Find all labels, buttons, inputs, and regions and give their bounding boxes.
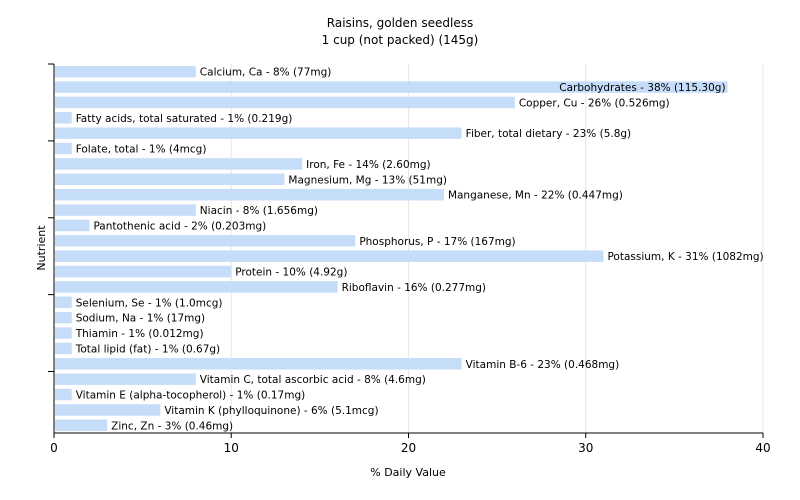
gridlines bbox=[230, 64, 764, 433]
bar bbox=[55, 188, 444, 201]
bar bbox=[55, 419, 108, 432]
y-axis-label: Nutrient bbox=[35, 225, 48, 271]
bar bbox=[55, 235, 356, 247]
bar-label: Selenium, Se - 1% (1.0mcg) bbox=[76, 297, 223, 309]
bar-label: Zinc, Zn - 3% (0.46mg) bbox=[111, 420, 233, 432]
bar bbox=[55, 373, 196, 385]
chart-title: Raisins, golden seedless bbox=[327, 16, 473, 30]
bar bbox=[55, 158, 303, 170]
bar bbox=[55, 65, 196, 78]
x-tick-label: 40 bbox=[755, 441, 770, 455]
axes: 0 10 20 30 40 bbox=[48, 63, 771, 455]
bar-label: Vitamin B-6 - 23% (0.468mg) bbox=[466, 359, 620, 371]
bars: Calcium, Ca - 8% (77mg) Carbohydrates - 3… bbox=[55, 65, 764, 432]
bar-label: Vitamin K (phylloquinone) - 6% (5.1mcg) bbox=[164, 405, 378, 417]
bar bbox=[55, 281, 338, 293]
bar-label: Iron, Fe - 14% (2.60mg) bbox=[306, 159, 430, 171]
bar-label: Thiamin - 1% (0.012mg) bbox=[75, 328, 204, 340]
bar-label: Carbohydrates - 38% (115.30g) bbox=[559, 82, 725, 94]
bar bbox=[55, 342, 72, 355]
bar-label: Copper, Cu - 26% (0.526mg) bbox=[519, 97, 670, 109]
bar-label: Sodium, Na - 1% (17mg) bbox=[76, 313, 205, 325]
bar bbox=[55, 127, 462, 139]
bar-label: Phosphorus, P - 17% (167mg) bbox=[359, 236, 515, 248]
bar bbox=[55, 265, 232, 278]
bar bbox=[55, 219, 90, 232]
bar bbox=[55, 296, 72, 309]
bar-label: Riboflavin - 16% (0.277mg) bbox=[342, 282, 486, 294]
bar-label: Fatty acids, total saturated - 1% (0.219… bbox=[76, 113, 293, 125]
bar bbox=[55, 96, 515, 109]
bar-label: Protein - 10% (4.92g) bbox=[235, 267, 347, 279]
bar-label: Calcium, Ca - 8% (77mg) bbox=[200, 67, 332, 79]
bar bbox=[55, 404, 161, 416]
bar-label: Folate, total - 1% (4mcg) bbox=[76, 144, 207, 156]
bar bbox=[55, 311, 72, 324]
bar bbox=[55, 358, 462, 370]
x-tick-label: 20 bbox=[401, 441, 416, 455]
x-tick-label: 30 bbox=[578, 441, 593, 455]
bar bbox=[55, 112, 72, 124]
bar bbox=[55, 327, 72, 339]
bar bbox=[55, 250, 604, 262]
bar-label: Pantothenic acid - 2% (0.203mg) bbox=[93, 220, 266, 232]
bar-label: Manganese, Mn - 22% (0.447mg) bbox=[448, 190, 623, 202]
chart-subtitle: 1 cup (not packed) (145g) bbox=[322, 33, 479, 47]
bar-label: Vitamin C, total ascorbic acid - 8% (4.6… bbox=[200, 374, 426, 386]
bar bbox=[55, 81, 728, 93]
bar bbox=[55, 173, 285, 186]
bar-label: Fiber, total dietary - 23% (5.8g) bbox=[466, 128, 631, 140]
x-tick-label: 10 bbox=[224, 441, 239, 455]
bar-label: Potassium, K - 31% (1082mg) bbox=[607, 251, 763, 263]
bar bbox=[55, 204, 196, 216]
bar-label: Magnesium, Mg - 13% (51mg) bbox=[288, 174, 447, 186]
bar bbox=[55, 388, 72, 401]
bar bbox=[55, 142, 72, 155]
bar-label: Vitamin E (alpha-tocopherol) - 1% (0.17m… bbox=[76, 390, 306, 402]
bar-label: Niacin - 8% (1.656mg) bbox=[200, 205, 318, 217]
x-axis-label: % Daily Value bbox=[370, 466, 446, 479]
bar-label: Total lipid (fat) - 1% (0.67g) bbox=[75, 343, 220, 355]
x-tick-label: 0 bbox=[50, 441, 58, 455]
